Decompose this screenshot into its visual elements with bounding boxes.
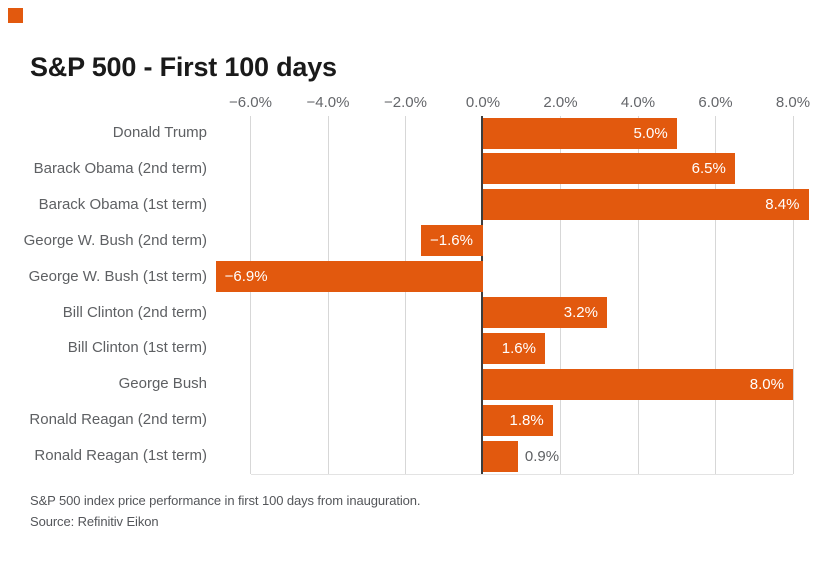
x-gridline [715,116,716,474]
bar [483,368,793,400]
x-axis-tick-label: 8.0% [775,94,811,111]
x-axis-tick-label: 0.0% [465,94,501,111]
category-label: Ronald Reagan (1st term) [34,447,207,465]
bar-value-label: 8.0% [749,375,784,393]
x-axis-tick-label: −6.0% [229,94,272,111]
bar-value-label: −6.9% [224,268,268,286]
bar [483,297,607,328]
zero-baseline [481,116,483,474]
x-gridline [560,116,561,474]
category-label: Ronald Reagan (2nd term) [29,411,207,429]
bar [215,261,483,293]
category-label: Donald Trump [112,124,207,141]
x-axis-tick-label: 2.0% [543,94,578,111]
brand-logo-mark [8,8,23,23]
category-label: George W. Bush (2nd term) [23,231,207,249]
bar [483,117,677,149]
category-label: George Bush [118,375,207,393]
chart-source: Source: Refinitiv Eikon [30,514,159,529]
bar-value-label: −1.6% [430,232,473,250]
bar [483,440,518,472]
category-label: Barack Obama (1st term) [38,195,207,213]
bar-value-label: 1.6% [501,339,536,357]
x-gridline [792,116,794,474]
bar [483,404,553,436]
x-axis-tick-label: 6.0% [698,94,733,111]
x-axis-line [250,474,793,475]
bar-value-label: 8.4% [765,196,800,214]
x-gridline [405,116,406,474]
x-axis-tick-label: −2.0% [384,94,427,111]
bar-value-label: 5.0% [633,124,668,142]
bar [483,153,735,185]
bar-value-label: 0.9% [524,447,560,465]
category-label: Bill Clinton (2nd term) [62,303,207,321]
x-gridline [250,116,251,474]
bar [421,225,483,257]
bar-value-label: 3.2% [563,304,598,321]
x-gridline [327,116,329,474]
bar-value-label: 1.8% [509,411,544,429]
bar-value-label: 6.5% [691,160,726,178]
category-label: Barack Obama (2nd term) [33,159,207,177]
bar [483,332,545,364]
x-axis-tick-label: −4.0% [306,94,350,111]
chart-title: S&P 500 - First 100 days [30,52,337,82]
chart-description: S&P 500 index price performance in first… [30,493,421,508]
x-gridline [637,116,639,474]
category-label: George W. Bush (1st term) [28,267,207,285]
chart-footer: S&P 500 index price performance in first… [30,490,421,532]
category-label: Bill Clinton (1st term) [67,339,207,357]
bar [483,189,809,221]
x-axis-tick-label: 4.0% [620,94,656,111]
